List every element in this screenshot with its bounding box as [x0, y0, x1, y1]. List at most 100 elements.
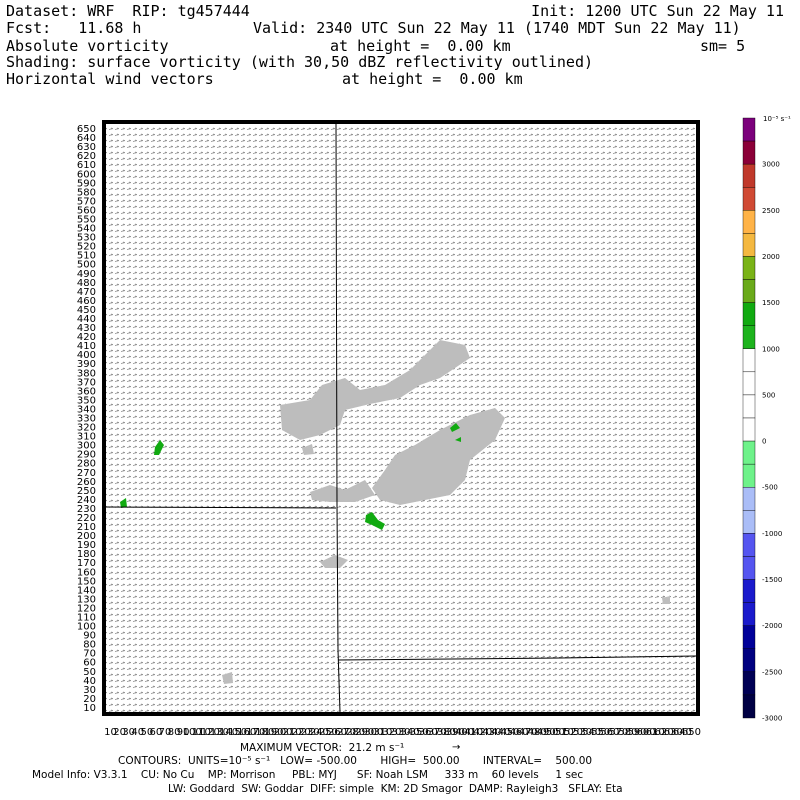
- header-line5-mid: at height = 0.00 km: [342, 70, 523, 88]
- y-tick-label: 530: [77, 233, 96, 244]
- colorbar-swatch: [742, 371, 756, 396]
- state-boundary-line: [337, 655, 697, 661]
- x-tick-label: 610: [646, 727, 665, 738]
- green-shade-region: [120, 498, 127, 508]
- y-tick-label: 20: [83, 694, 96, 705]
- y-tick-label: 340: [77, 404, 96, 415]
- y-tick-label: 80: [83, 640, 96, 651]
- x-tick-label: 640: [673, 727, 692, 738]
- header-line1-left: Dataset: WRF RIP: tg457444: [6, 2, 250, 20]
- header-line3-mid: at height = 0.00 km: [330, 37, 511, 55]
- x-tick-label: 550: [591, 727, 610, 738]
- header-line2-right: Valid: 2340 UTC Sun 22 May 11 (1740 MDT …: [253, 19, 741, 37]
- header-line5-left: Horizontal wind vectors: [6, 70, 214, 88]
- model-info-line1: Model Info: V3.3.1 CU: No Cu MP: Morriso…: [32, 769, 584, 781]
- x-tick-label: 90: [177, 727, 190, 738]
- x-tick-label: 100: [183, 727, 202, 738]
- y-tick-label: 490: [77, 269, 96, 280]
- y-tick-label: 360: [77, 386, 96, 397]
- x-tick-label: 360: [419, 727, 438, 738]
- y-tick-label: 580: [77, 187, 96, 198]
- colorbar-swatch: [742, 140, 756, 165]
- colorbar-units-label: 10⁻⁵ s⁻¹: [763, 115, 791, 123]
- colorbar-level-label: 500: [762, 391, 775, 399]
- x-tick-label: 470: [519, 727, 538, 738]
- header-line1-right: Init: 1200 UTC Sun 22 May 11: [531, 2, 784, 20]
- colorbar-swatch: [742, 417, 756, 442]
- green-shade-region: [154, 440, 164, 455]
- x-tick-label: 180: [255, 727, 274, 738]
- colorbar-swatch: [742, 233, 756, 257]
- x-tick-label: 390: [446, 727, 465, 738]
- boundary-lines: [105, 123, 697, 713]
- colorbar-swatch: [742, 533, 756, 557]
- colorbar-swatch: [742, 302, 756, 326]
- vorticity-shading: [120, 340, 670, 684]
- colorbar-swatch: [742, 510, 756, 534]
- y-tick-labels: 6506406306206106005905805705605505405305…: [77, 124, 96, 714]
- x-tick-label: 270: [337, 727, 356, 738]
- x-tick-label: 510: [555, 727, 574, 738]
- x-tick-label: 620: [655, 727, 674, 738]
- y-tick-label: 600: [77, 169, 96, 180]
- y-tick-label: 50: [83, 667, 96, 678]
- x-tick-label: 170: [246, 727, 265, 738]
- colorbar-swatch: [742, 487, 756, 511]
- colorbar-level-label: 2000: [762, 253, 780, 261]
- y-tick-label: 520: [77, 242, 96, 253]
- x-tick-labels: 1020304050607080901001101201301401501601…: [104, 727, 701, 738]
- y-tick-label: 640: [77, 133, 96, 144]
- x-tick-label: 450: [500, 727, 519, 738]
- x-tick-label: 10: [104, 727, 117, 738]
- colorbar-level-label: -500: [762, 484, 778, 492]
- colorbar-level-label: 3000: [762, 161, 780, 169]
- plot-frame: [102, 120, 700, 716]
- green-shade-region: [365, 512, 385, 530]
- y-tick-label: 240: [77, 495, 96, 506]
- y-tick-label: 230: [77, 504, 96, 515]
- y-tick-label: 550: [77, 214, 96, 225]
- colorbar-swatch: [742, 394, 756, 419]
- gray-shade-region: [302, 444, 314, 455]
- gray-shade-region: [222, 672, 233, 684]
- colorbar-level-label: -2000: [762, 622, 782, 630]
- state-boundary-line: [335, 123, 341, 713]
- y-tick-label: 620: [77, 151, 96, 162]
- colorbar-swatch: [742, 210, 756, 234]
- header-line4: Shading: surface vorticity (with 30,50 d…: [6, 53, 593, 71]
- x-tick-label: 400: [455, 727, 474, 738]
- colorbar-swatch: [742, 694, 756, 719]
- y-tick-label: 480: [77, 278, 96, 289]
- y-tick-label: 420: [77, 332, 96, 343]
- y-tick-label: 120: [77, 603, 96, 614]
- y-tick-label: 630: [77, 142, 96, 153]
- x-tick-label: 230: [301, 727, 320, 738]
- y-tick-label: 370: [77, 377, 96, 388]
- colorbar-level-label: -1000: [762, 530, 782, 538]
- y-tick-label: 10: [83, 703, 96, 714]
- y-tick-label: 90: [83, 631, 96, 642]
- x-tick-label: 430: [482, 727, 501, 738]
- x-tick-label: 300: [364, 727, 383, 738]
- x-tick-label: 240: [310, 727, 329, 738]
- x-tick-label: 40: [131, 727, 144, 738]
- y-tick-label: 590: [77, 178, 96, 189]
- y-tick-label: 330: [77, 414, 96, 425]
- y-tick-label: 250: [77, 486, 96, 497]
- y-tick-label: 650: [77, 124, 96, 135]
- x-tick-label: 440: [491, 727, 510, 738]
- x-tick-label: 650: [682, 727, 701, 738]
- x-tick-label: 590: [627, 727, 646, 738]
- x-tick-label: 250: [319, 727, 338, 738]
- y-tick-label: 200: [77, 531, 96, 542]
- header-line2-left: Fcst: 11.68 h: [6, 19, 142, 37]
- contours-label: CONTOURS: UNITS=10⁻⁵ s⁻¹ LOW= -500.00 HI…: [118, 755, 593, 767]
- x-tick-label: 130: [210, 727, 229, 738]
- x-tick-label: 370: [428, 727, 447, 738]
- y-tick-label: 390: [77, 359, 96, 370]
- x-tick-label: 160: [237, 727, 256, 738]
- colorbar-level-label: -3000: [762, 715, 782, 723]
- gray-shade-region: [662, 596, 670, 604]
- y-tick-label: 220: [77, 513, 96, 524]
- x-tick-label: 220: [292, 727, 311, 738]
